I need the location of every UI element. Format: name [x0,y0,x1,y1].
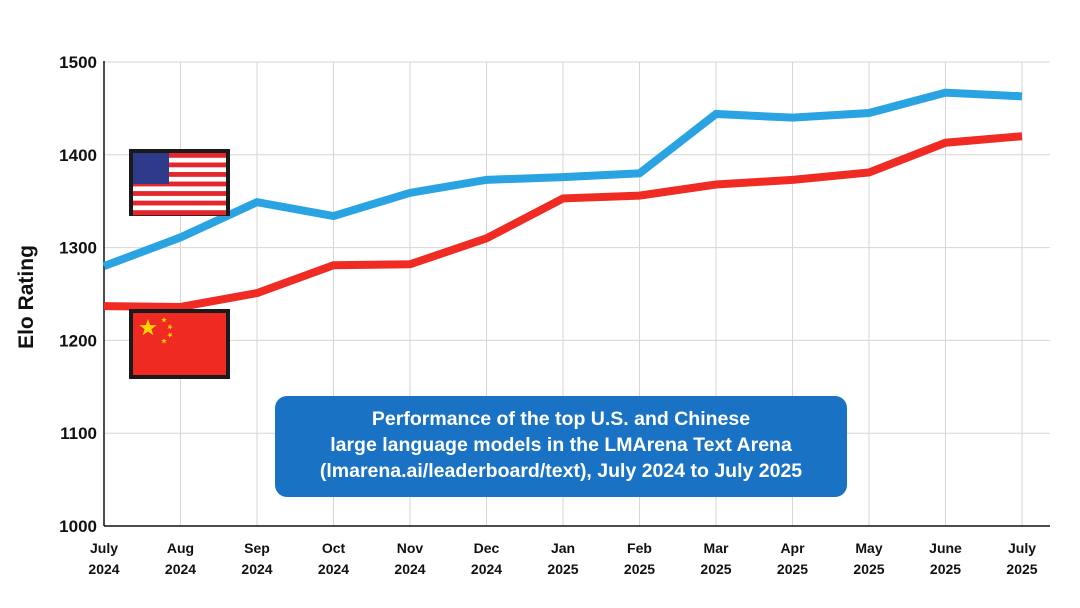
x-tick-label: June 2025 [929,540,962,577]
series-layer [102,88,1023,311]
y-tick-label: 1100 [60,424,97,443]
flag-small-star [161,338,167,344]
flag-small-star [161,317,167,323]
flag-stripe [133,153,226,158]
china-flag-icon [129,309,230,379]
x-tick-label: Oct 2024 [318,540,349,577]
x-tick-label: Sep 2024 [241,540,272,577]
chart-title-line: (lmarena.ai/leaderboard/text), July 2024… [319,460,803,482]
y-tick-label: 1400 [59,146,97,165]
flag-stripe [133,191,226,197]
y-axis-title: Elo Rating [15,245,38,349]
x-tick-label: Apr 2025 [777,540,808,577]
us-flag-icon [129,149,230,216]
chart-title-box: Performance of the top U.S. and Chinese … [275,396,847,497]
axes [103,61,1050,527]
x-tick-label: Jan 2025 [547,540,578,577]
x-tick-label: Aug 2024 [165,540,196,577]
flag-small-star [167,324,173,330]
flag-stripe [133,176,226,182]
y-tick-label: 1200 [59,331,97,350]
x-tick-label: July 2024 [88,540,119,577]
chart-title-line: Performance of the top U.S. and Chinese [371,408,751,430]
x-tick-label: Feb 2025 [624,540,655,577]
y-tick-label: 1000 [59,517,97,536]
series-line-china [103,132,1023,311]
flag-stripe [133,172,226,178]
flag-stripe [133,205,226,211]
y-tick-label: 1500 [59,53,97,72]
x-tick-label: Mar 2025 [700,540,731,577]
x-tick-label: May 2025 [853,540,884,577]
flag-stripe [133,181,226,187]
x-tick-label: July 2025 [1006,540,1037,577]
flag-stripe [133,186,226,192]
x-tick-label: Dec 2024 [471,540,502,577]
y-tick-label: 1300 [59,239,97,258]
chart-title-line: large language models in the LMArena Tex… [330,434,792,456]
flag-stripe [133,195,226,201]
flag-stripe [133,210,226,216]
flag-stripe [133,167,226,173]
flag-small-star [167,332,173,338]
x-tick-label: Nov 2024 [394,540,425,577]
tick-labels: 1000 1100 1200 1300 1400 1500 July 2024 Aug 2024 S… [59,53,1038,577]
flag-stripe [133,200,226,206]
flag-stripe [133,157,226,163]
series-line-u-s [102,88,1023,270]
flag-stripe [133,162,226,168]
